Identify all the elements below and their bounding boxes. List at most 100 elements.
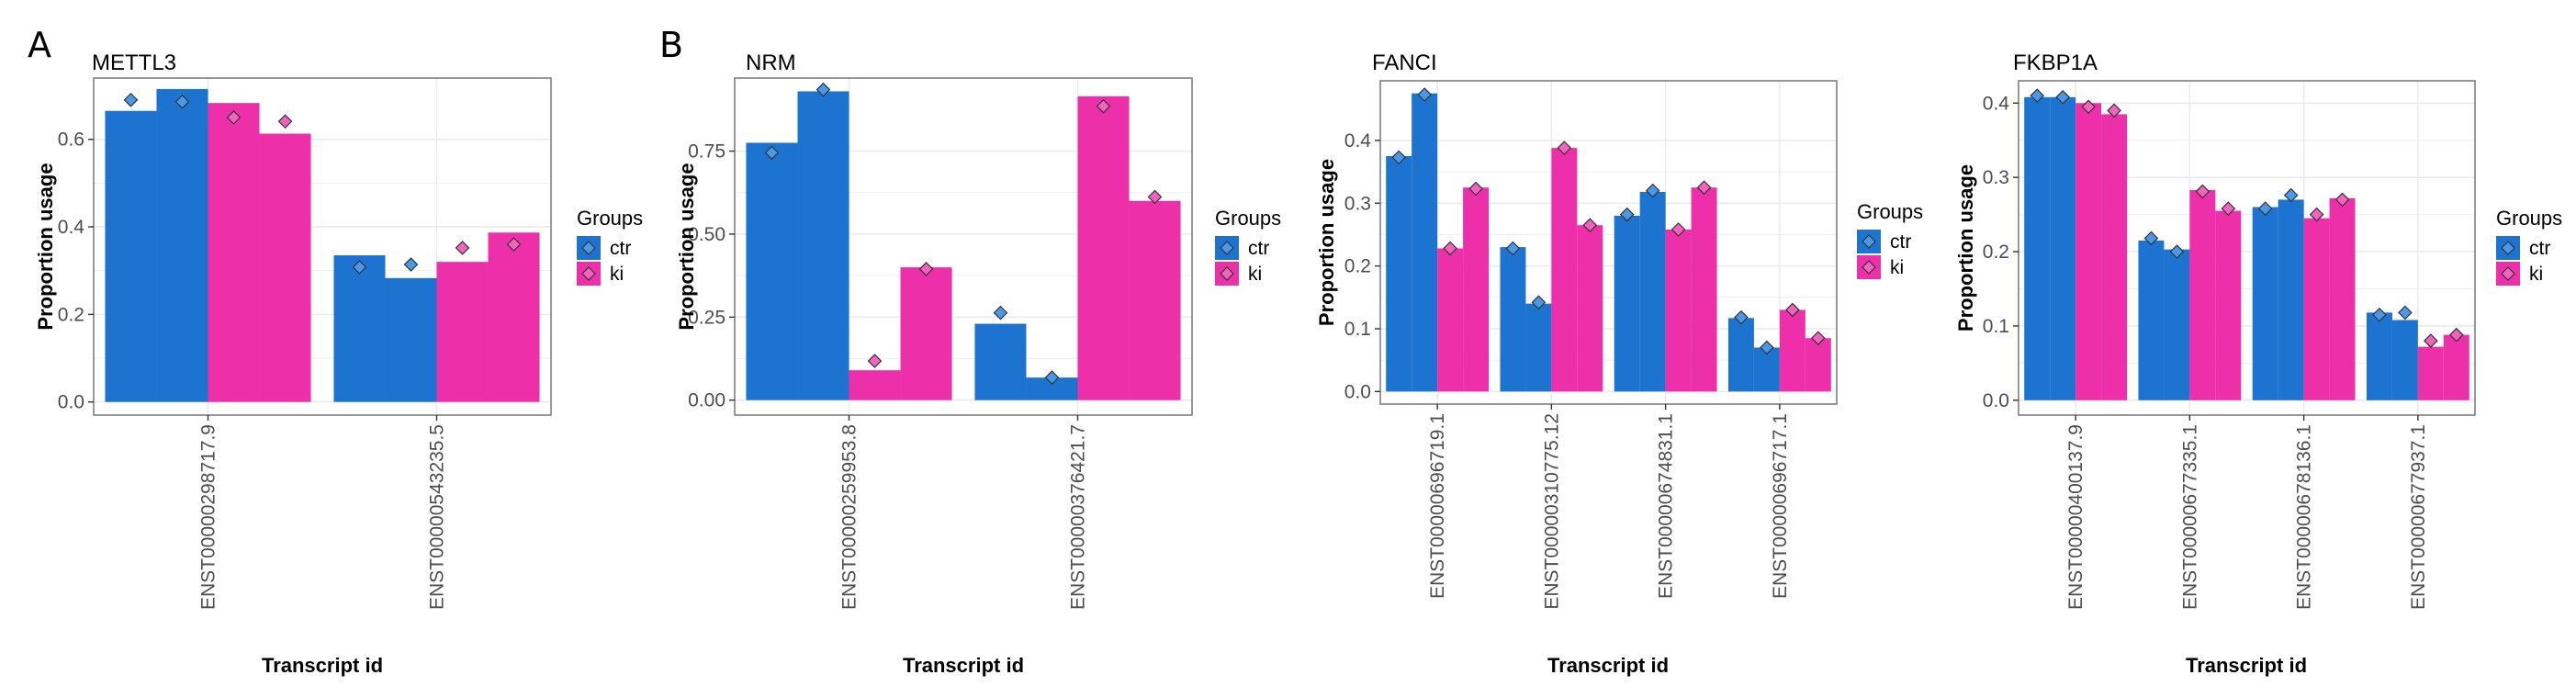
point-ki — [1810, 331, 1826, 346]
bar-ki — [1805, 338, 1831, 392]
x-axis-title: Transcript id — [1547, 654, 1669, 677]
y-tick-label: 0.2 — [1983, 242, 2009, 263]
legend-title: Groups — [1215, 207, 1281, 230]
point-ki — [2081, 99, 2096, 115]
chart-title: METTL3 — [92, 51, 176, 75]
chart-3: 0.0 0.1 0.2 0.3 0.4 ENST00000696719.1 ENST0000… — [1315, 51, 1923, 677]
x-tick-label: ENST00000376421.7 — [1068, 424, 1089, 610]
x-tick-label: ENST00000259953.8 — [839, 424, 861, 610]
panel-label-a: A — [28, 25, 51, 65]
point-ctr — [1417, 87, 1432, 102]
legend: Groups ctr ki — [1215, 207, 1281, 286]
legend-point-ki — [1862, 260, 1876, 275]
bar-ki — [900, 267, 952, 400]
legend-label-ctr: ctr — [1248, 238, 1269, 259]
point-ki — [455, 241, 470, 255]
bar-ki — [2215, 210, 2242, 400]
y-axis-title: Proportion usage — [1315, 159, 1338, 326]
x-tick-label: ENST00000696719.1 — [1427, 413, 1448, 599]
legend-point-ki — [1220, 266, 1234, 281]
panel-label-b: B — [659, 25, 683, 65]
y-tick-label: 0.75 — [688, 141, 726, 163]
panel-border — [2018, 80, 2476, 416]
point-ki — [226, 110, 242, 125]
bar-ki — [2303, 218, 2330, 400]
point-ctr — [123, 92, 139, 107]
bar-ki — [2443, 334, 2469, 400]
legend-title: Groups — [2496, 207, 2562, 230]
point-ctr — [1505, 241, 1521, 256]
bar-ctr — [2252, 207, 2278, 400]
bar-ctr — [1727, 318, 1754, 392]
point-ctr — [2283, 187, 2299, 203]
point-ctr — [1760, 340, 1774, 355]
bar-ctr — [1500, 247, 1526, 392]
bar-ctr — [1753, 347, 1780, 392]
x-tick-label: ENST00000677937.1 — [2408, 424, 2429, 610]
point-ctr — [816, 82, 831, 97]
point-ctr — [2143, 231, 2159, 246]
bar-ctr — [105, 110, 157, 402]
bar-ki — [1463, 187, 1490, 392]
point-ctr — [1531, 295, 1547, 310]
y-tick-label: 0.2 — [58, 304, 84, 325]
legend-point-ctr — [581, 241, 596, 255]
point-ctr — [403, 257, 419, 272]
bar-ctr — [156, 88, 208, 402]
bar-ki — [1129, 200, 1181, 400]
legend: Groups ctr ki — [577, 207, 643, 286]
bar-ctr — [797, 91, 849, 400]
y-axis-title: Proportion usage — [1954, 164, 1977, 332]
point-ki — [918, 262, 934, 276]
bar-ki — [1551, 148, 1578, 392]
point-ki — [1147, 189, 1163, 205]
point-ctr — [352, 260, 367, 275]
y-tick-label: 0.2 — [1344, 256, 1371, 277]
bar-ki — [2329, 197, 2356, 400]
y-tick-label: 0.3 — [1983, 167, 2009, 188]
bar-ki — [1691, 187, 1717, 392]
y-tick-label: 0.0 — [58, 392, 84, 413]
legend-label-ctr: ctr — [1890, 231, 1911, 253]
bar-ki — [1665, 229, 1692, 392]
point-ctr — [1645, 183, 1660, 198]
bar-ctr — [2050, 96, 2076, 400]
bar-ctr — [2278, 199, 2304, 400]
x-tick-label: ENST00000310775.12 — [1541, 413, 1562, 610]
bar-ctr — [2024, 96, 2051, 400]
point-ki — [2221, 201, 2236, 216]
point-ki — [1696, 180, 1712, 196]
bar-ki — [2189, 189, 2216, 400]
x-axis-title: Transcript id — [903, 654, 1024, 677]
x-axis-title: Transcript id — [262, 654, 383, 677]
point-ki — [506, 237, 522, 252]
chart-1: 0.0 0.2 0.4 0.6 ENST00000298717.9 ENST0000054… — [34, 51, 643, 677]
point-ki — [1670, 222, 1686, 237]
bar-ctr — [974, 323, 1027, 400]
bar-ki — [436, 262, 489, 402]
y-tick-label: 0.3 — [1344, 193, 1371, 214]
legend-point-ki — [581, 266, 596, 281]
point-ki — [1557, 141, 1572, 155]
legend-label-ki: ki — [2529, 264, 2543, 285]
point-ki — [277, 114, 293, 129]
y-tick-label: 0.4 — [1983, 93, 2010, 114]
y-axis-title: Proportion usage — [34, 163, 57, 330]
legend-label-ctr: ctr — [610, 238, 631, 259]
charts-group: 0.0 0.2 0.4 0.6 ENST00000298717.9 ENST0000054… — [34, 51, 2562, 677]
point-ki — [2309, 207, 2324, 222]
bar-ctr — [1639, 191, 1666, 392]
x-axis-title: Transcript id — [2186, 654, 2307, 677]
legend-title: Groups — [577, 207, 643, 230]
point-ki — [1468, 181, 1483, 197]
y-tick-label: 0.6 — [58, 129, 84, 151]
y-tick-label: 0.1 — [1344, 319, 1371, 340]
point-ctr — [174, 94, 190, 109]
bar-ki — [208, 103, 260, 402]
point-ki — [2448, 327, 2464, 343]
point-ctr — [2372, 307, 2387, 322]
chart-4: 0.0 0.1 0.2 0.3 0.4 ENST00000400137.9 ENST0000… — [1954, 51, 2562, 677]
y-tick-label: 0.50 — [688, 224, 726, 245]
legend-label-ki: ki — [1890, 257, 1904, 278]
panel-border — [1379, 80, 1838, 405]
